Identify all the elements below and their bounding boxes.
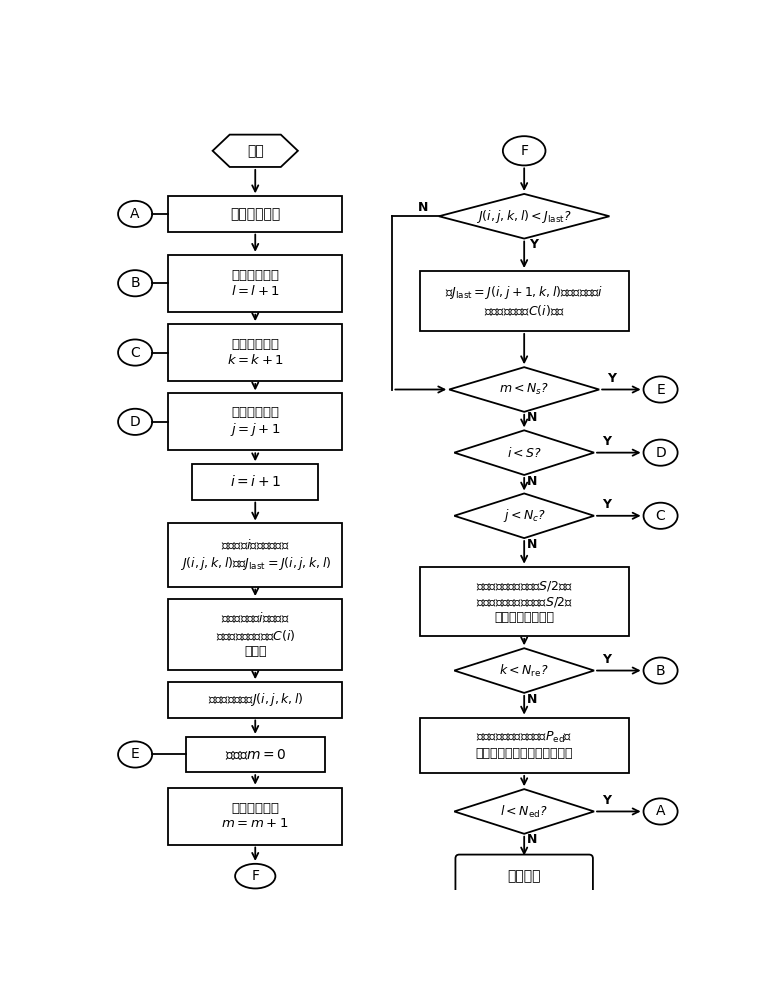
Text: N: N bbox=[418, 201, 428, 214]
Text: $i<S$?: $i<S$? bbox=[507, 446, 542, 460]
Ellipse shape bbox=[235, 864, 275, 888]
Ellipse shape bbox=[644, 657, 678, 684]
Text: Y: Y bbox=[602, 498, 611, 512]
Text: Y: Y bbox=[602, 435, 611, 448]
FancyBboxPatch shape bbox=[419, 567, 629, 636]
Text: Y: Y bbox=[602, 653, 611, 666]
Text: N: N bbox=[527, 411, 537, 424]
FancyBboxPatch shape bbox=[456, 855, 593, 898]
Text: A: A bbox=[130, 207, 140, 221]
FancyBboxPatch shape bbox=[419, 271, 629, 331]
Ellipse shape bbox=[118, 339, 152, 366]
Text: 执行复制操作，淘汰后$S/2$个健
康值较小的细菌，复制前$S/2$个
健康值较大的细菌: 执行复制操作，淘汰后$S/2$个健 康值较小的细菌，复制前$S/2$个 健康值较… bbox=[476, 579, 573, 624]
Text: Y: Y bbox=[529, 238, 538, 251]
Text: 计算适应值函数$J(i,j,k,l)$: 计算适应值函数$J(i,j,k,l)$ bbox=[207, 691, 303, 708]
FancyBboxPatch shape bbox=[168, 599, 342, 670]
Text: 初始化$m=0$: 初始化$m=0$ bbox=[224, 747, 286, 762]
Text: N: N bbox=[527, 833, 537, 846]
Text: $j<N_c$?: $j<N_c$? bbox=[503, 507, 546, 524]
Text: 迁徙操作循环
$l=l+1$: 迁徙操作循环 $l=l+1$ bbox=[231, 269, 280, 298]
Ellipse shape bbox=[644, 440, 678, 466]
Polygon shape bbox=[439, 194, 609, 239]
Text: E: E bbox=[656, 382, 665, 396]
FancyBboxPatch shape bbox=[168, 324, 342, 381]
Text: 开始: 开始 bbox=[247, 144, 264, 158]
Ellipse shape bbox=[118, 409, 152, 435]
Ellipse shape bbox=[644, 376, 678, 403]
Polygon shape bbox=[454, 493, 594, 538]
Text: F: F bbox=[251, 869, 259, 883]
Text: Y: Y bbox=[602, 794, 611, 807]
Text: F: F bbox=[520, 144, 528, 158]
Text: C: C bbox=[655, 509, 665, 523]
Text: $k<N_{\rm re}$?: $k<N_{\rm re}$? bbox=[500, 662, 549, 679]
FancyBboxPatch shape bbox=[186, 737, 325, 772]
FancyBboxPatch shape bbox=[168, 255, 342, 312]
Text: D: D bbox=[130, 415, 140, 429]
Ellipse shape bbox=[503, 136, 546, 165]
Text: 令$J_{\rm last}=J(i,j+1,k,l)$，游动令细菌$i$
沿着该方向游动$C(i)$距离: 令$J_{\rm last}=J(i,j+1,k,l)$，游动令细菌$i$ 沿着… bbox=[445, 284, 604, 318]
Polygon shape bbox=[454, 789, 594, 834]
Ellipse shape bbox=[118, 201, 152, 227]
Ellipse shape bbox=[118, 270, 152, 296]
Ellipse shape bbox=[644, 503, 678, 529]
Ellipse shape bbox=[644, 798, 678, 825]
Polygon shape bbox=[449, 367, 599, 412]
Text: N: N bbox=[527, 693, 537, 706]
Text: 执行迁徙操作，根据概率$P_{\rm ed}$将
部分细菌重新分布到解空间中: 执行迁徙操作，根据概率$P_{\rm ed}$将 部分细菌重新分布到解空间中 bbox=[476, 730, 573, 760]
Text: Y: Y bbox=[607, 372, 616, 385]
FancyBboxPatch shape bbox=[168, 393, 342, 450]
FancyBboxPatch shape bbox=[168, 682, 342, 718]
Text: $l<N_{\rm ed}$?: $l<N_{\rm ed}$? bbox=[500, 803, 548, 820]
Text: 旋转（令细菌$i$沿着随机
产生的旋转方向游动$C(i)$
距离）: 旋转（令细菌$i$沿着随机 产生的旋转方向游动$C(i)$ 距离） bbox=[216, 611, 295, 658]
FancyBboxPatch shape bbox=[168, 523, 342, 587]
Text: 计算细菌$i$的适应值函数
$J(i,j,k,l)$，令$J_{\rm last}=J(i,j,k,l)$: 计算细菌$i$的适应值函数 $J(i,j,k,l)$，令$J_{\rm last… bbox=[180, 538, 331, 572]
FancyBboxPatch shape bbox=[168, 788, 342, 845]
Text: 复制操作循环
$k=k+1$: 复制操作循环 $k=k+1$ bbox=[227, 338, 284, 367]
Text: N: N bbox=[527, 475, 537, 488]
Polygon shape bbox=[454, 430, 594, 475]
Text: D: D bbox=[655, 446, 666, 460]
Text: E: E bbox=[131, 747, 140, 761]
Text: $i=i+1$: $i=i+1$ bbox=[230, 474, 281, 489]
Ellipse shape bbox=[118, 741, 152, 768]
Text: $J(i,j,k,l)<J_{\rm last}$?: $J(i,j,k,l)<J_{\rm last}$? bbox=[476, 208, 572, 225]
Text: A: A bbox=[656, 804, 665, 818]
Text: $m<N_s$?: $m<N_s$? bbox=[499, 382, 549, 397]
Text: 结束算法: 结束算法 bbox=[507, 869, 541, 883]
Text: N: N bbox=[527, 538, 537, 551]
Text: 游动操作循环
$m=m+1$: 游动操作循环 $m=m+1$ bbox=[221, 802, 289, 830]
Text: 初始化各参数: 初始化各参数 bbox=[230, 207, 281, 221]
FancyBboxPatch shape bbox=[419, 718, 629, 773]
Text: B: B bbox=[130, 276, 140, 290]
Text: 趋向操作循环
$j=j+1$: 趋向操作循环 $j=j+1$ bbox=[230, 406, 281, 438]
FancyBboxPatch shape bbox=[168, 196, 342, 232]
Polygon shape bbox=[213, 135, 298, 167]
FancyBboxPatch shape bbox=[193, 464, 318, 500]
Text: B: B bbox=[656, 664, 665, 678]
Polygon shape bbox=[454, 648, 594, 693]
Text: C: C bbox=[130, 346, 140, 360]
